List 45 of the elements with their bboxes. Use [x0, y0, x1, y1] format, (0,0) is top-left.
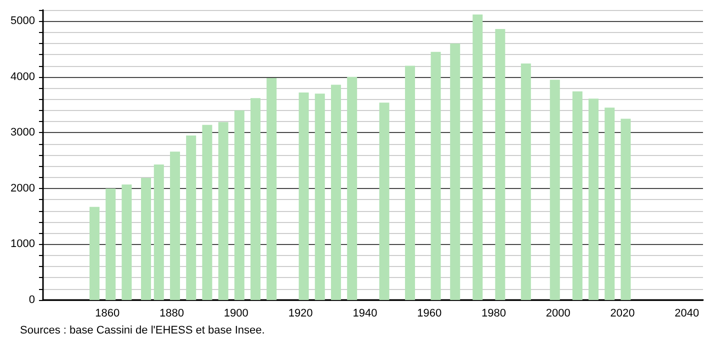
bar	[106, 188, 116, 300]
x-tick-label: 2020	[610, 308, 635, 320]
bar	[520, 64, 531, 300]
y-tick-label: 4000	[10, 70, 35, 83]
bar	[430, 52, 441, 300]
x-tick-label: 2000	[546, 308, 570, 320]
bar	[186, 135, 196, 300]
x-tick-label: 1940	[352, 308, 378, 320]
x-tick-label: 1900	[224, 308, 248, 320]
bar	[141, 178, 152, 300]
bar	[314, 94, 325, 300]
bar	[90, 206, 100, 300]
bar	[379, 102, 390, 300]
bar	[572, 91, 582, 300]
bar	[218, 122, 228, 300]
bar	[202, 124, 212, 300]
bar	[620, 118, 631, 300]
y-tick-label: 2000	[10, 182, 35, 194]
x-tick-label: 1860	[95, 308, 120, 320]
y-tick-label: 3000	[10, 126, 35, 139]
source-note: Sources : base Cassini de l'EHESS et base Insee.	[20, 324, 265, 336]
bar	[266, 78, 277, 300]
bar	[588, 98, 599, 300]
bar	[450, 43, 460, 300]
bar	[298, 92, 309, 300]
x-tick-label: 1920	[288, 308, 313, 320]
bar	[347, 76, 358, 300]
bar	[405, 66, 416, 300]
x-tick-label: 1980	[481, 308, 506, 320]
bar	[472, 14, 483, 300]
x-tick-label: 1960	[417, 308, 442, 320]
y-tick-label: 0	[28, 294, 35, 306]
bar	[550, 80, 560, 300]
bar	[495, 28, 506, 300]
bar	[122, 184, 132, 300]
x-tick-label: 2040	[674, 308, 700, 320]
bar	[604, 108, 615, 300]
y-tick-label: 1000	[10, 238, 35, 250]
bar	[330, 84, 341, 300]
x-tick-label: 1880	[160, 308, 184, 320]
bar	[170, 152, 180, 300]
bar	[250, 98, 260, 300]
bar	[234, 110, 244, 300]
bar	[154, 164, 164, 300]
y-tick-label: 5000	[10, 15, 35, 28]
